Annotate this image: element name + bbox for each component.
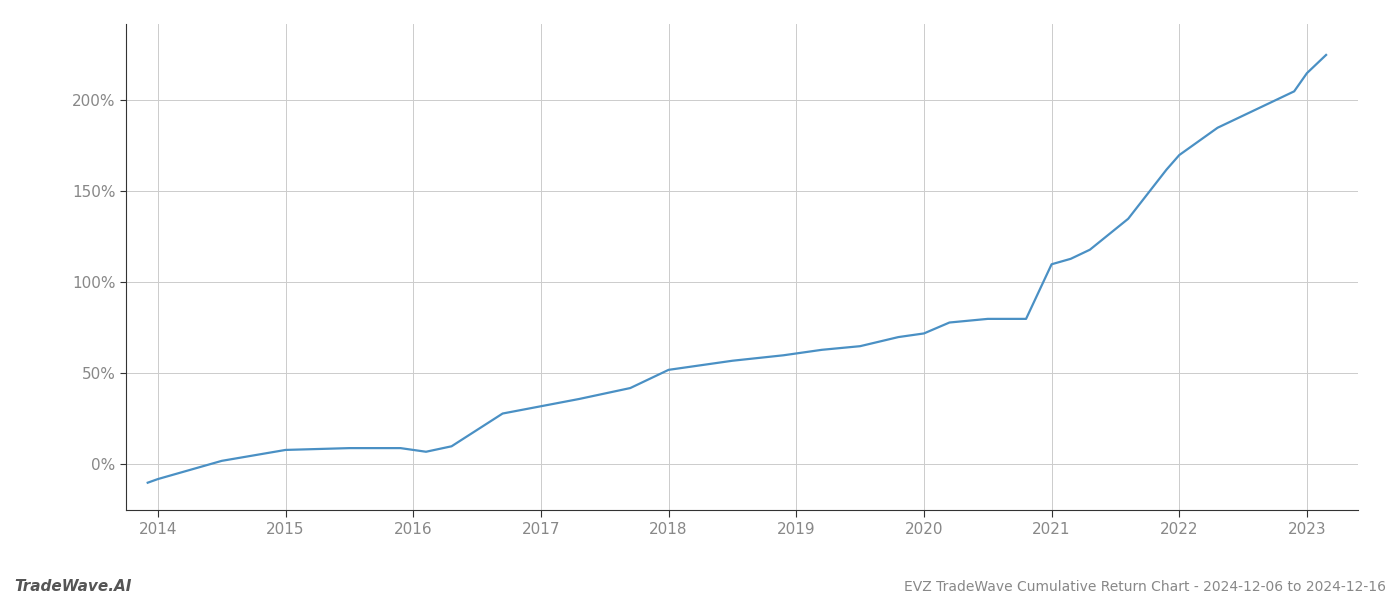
- Text: TradeWave.AI: TradeWave.AI: [14, 579, 132, 594]
- Text: EVZ TradeWave Cumulative Return Chart - 2024-12-06 to 2024-12-16: EVZ TradeWave Cumulative Return Chart - …: [904, 580, 1386, 594]
